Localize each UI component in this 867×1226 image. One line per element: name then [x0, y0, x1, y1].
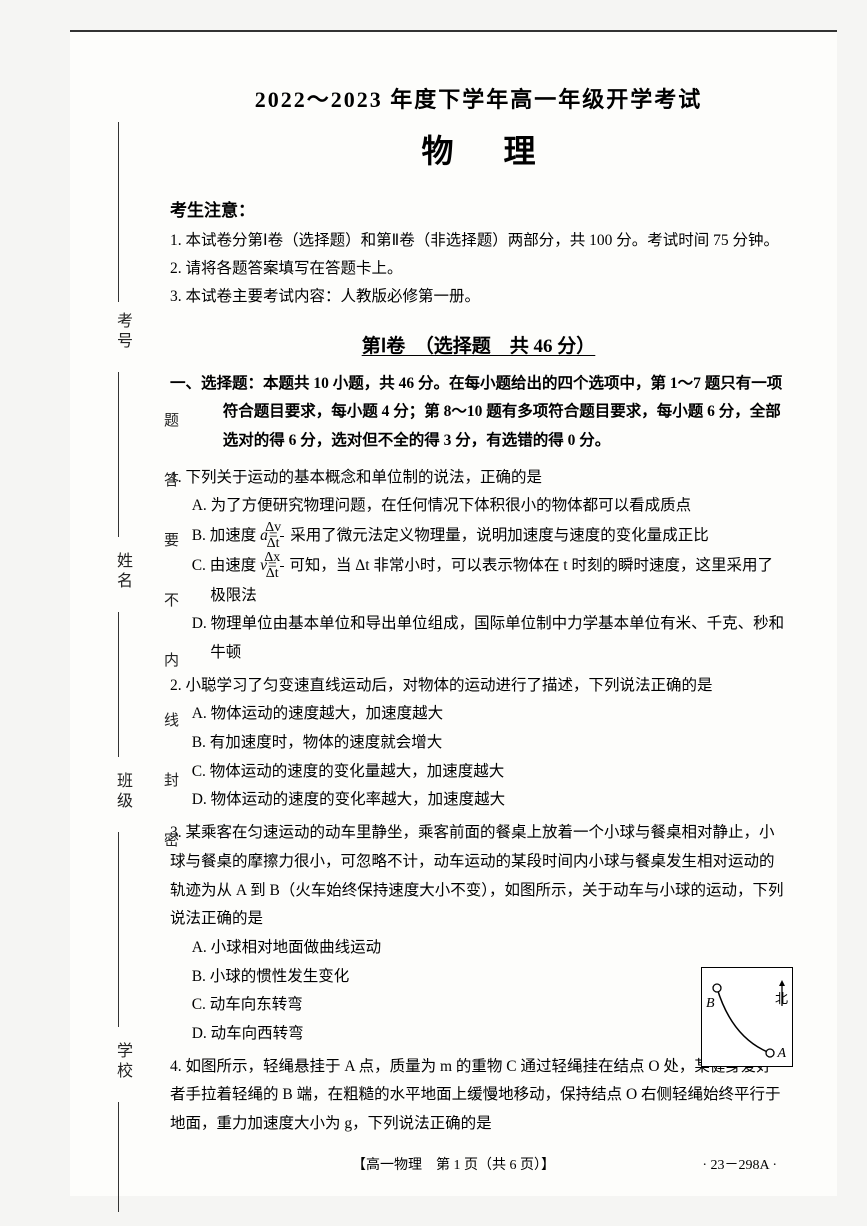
q2-option-d: D. 物体运动的速度的变化率越大，加速度越大 — [170, 786, 787, 815]
q3-stem: 3. 某乘客在匀速运动的动车里静坐，乘客前面的餐桌上放着一个小球与餐桌相对静止，… — [170, 819, 787, 934]
subject-title: 物理 — [170, 126, 787, 172]
fig-label-a: A — [777, 1046, 786, 1062]
question-3: 3. 某乘客在匀速运动的动车里静坐，乘客前面的餐桌上放着一个小球与餐桌相对静止，… — [170, 819, 787, 1048]
q1-option-c: C. 由速度 v=ΔxΔt 可知，当 Δt 非常小时，可以表示物体在 t 时刻的… — [170, 551, 787, 610]
section-title: 第Ⅰ卷 （选择题 共 46 分） — [170, 331, 787, 358]
seal-char: 要 — [160, 532, 181, 565]
question-1: 1. 下列关于运动的基本概念和单位制的说法，正确的是 A. 为了方便研究物理问题… — [170, 464, 787, 668]
question-2: 2. 小聪学习了匀变速直线运动后，对物体的运动进行了描述，下列说法正确的是 A.… — [170, 672, 787, 815]
margin-line — [118, 372, 119, 537]
fig-label-b: B — [706, 996, 715, 1012]
margin-line — [118, 122, 119, 302]
exam-title: 2022～2023 年度下学年高一年级开学考试 — [170, 82, 787, 114]
q1b-pre: B. 加速度 — [192, 527, 260, 544]
binding-margin: 考号 姓名 班级 学校 题 答 要 不 内 线 封 密 — [70, 32, 160, 1196]
margin-label-name: 姓名 — [110, 552, 134, 592]
frac-num: Δx — [280, 551, 284, 567]
margin-label-examid: 考号 — [110, 312, 134, 352]
fraction: ΔxΔt — [280, 551, 284, 581]
margin-line — [118, 832, 119, 1027]
frac-den: Δt — [280, 537, 284, 552]
q4-stem: 4. 如图所示，轻绳悬挂于 A 点，质量为 m 的重物 C 通过轻绳挂在结点 O… — [170, 1053, 787, 1139]
seal-char: 不 — [160, 592, 181, 625]
q1-option-a: A. 为了方便研究物理问题，在任何情况下体积很小的物体都可以看成质点 — [170, 492, 787, 521]
q2-option-b: B. 有加速度时，物体的速度就会增大 — [170, 729, 787, 758]
notice-item: 2. 请将各题答案填写在答题卡上。 — [170, 255, 787, 283]
q2-option-c: C. 物体运动的速度的变化量越大，加速度越大 — [170, 758, 787, 787]
exam-page: 考号 姓名 班级 学校 题 答 要 不 内 线 封 密 2022～2023 年度… — [70, 30, 837, 1196]
seal-char: 密 — [160, 832, 181, 865]
notice-item: 3. 本试卷主要考试内容：人教版必修第一册。 — [170, 283, 787, 311]
seal-char: 题 — [160, 412, 181, 445]
margin-label-class: 班级 — [110, 772, 134, 812]
seal-char: 线 — [160, 712, 181, 745]
q1-option-d: D. 物理单位由基本单位和导出单位组成，国际单位制中力学基本单位有米、千克、秒和… — [170, 610, 787, 667]
notice-item: 1. 本试卷分第Ⅰ卷（选择题）和第Ⅱ卷（非选择题）两部分，共 100 分。考试时… — [170, 227, 787, 255]
q3-figure: B A 北 — [701, 967, 793, 1067]
q2-stem: 2. 小聪学习了匀变速直线运动后，对物体的运动进行了描述，下列说法正确的是 — [170, 672, 787, 701]
q1c-post: 可知，当 Δt 非常小时，可以表示物体在 t 时刻的瞬时速度，这里采用了极限法 — [210, 557, 773, 604]
frac-den: Δt — [280, 567, 284, 582]
margin-label-school: 学校 — [110, 1042, 134, 1082]
seal-char: 封 — [160, 772, 181, 805]
q3-option-a: A. 小球相对地面做曲线运动 — [170, 934, 787, 963]
q1b-post: 采用了微元法定义物理量，说明加速度与速度的变化量成正比 — [286, 527, 708, 544]
question-4: 4. 如图所示，轻绳悬挂于 A 点，质量为 m 的重物 C 通过轻绳挂在结点 O… — [170, 1053, 787, 1139]
seal-char: 答 — [160, 472, 181, 505]
paper-code: · 23－298A · — [702, 1154, 777, 1174]
q1c-pre: C. 由速度 — [192, 557, 260, 574]
fig-label-north: 北 — [775, 988, 788, 1007]
margin-line — [118, 612, 119, 757]
fraction: ΔvΔt — [280, 521, 284, 551]
q2-option-a: A. 物体运动的速度越大，加速度越大 — [170, 700, 787, 729]
q3-option-b: B. 小球的惯性发生变化 — [170, 963, 787, 992]
seal-char: 内 — [160, 652, 181, 685]
notice-heading: 考生注意： — [170, 196, 787, 221]
q1-option-b: B. 加速度 a=ΔvΔt 采用了微元法定义物理量，说明加速度与速度的变化量成正… — [170, 521, 787, 551]
frac-num: Δv — [280, 521, 284, 537]
q1-stem: 1. 下列关于运动的基本概念和单位制的说法，正确的是 — [170, 464, 787, 493]
section-instruction: 一、选择题：本题共 10 小题，共 46 分。在每小题给出的四个选项中，第 1～… — [170, 370, 787, 456]
q3-option-d: D. 动车向西转弯 — [170, 1020, 787, 1049]
q3-option-c: C. 动车向东转弯 — [170, 991, 787, 1020]
